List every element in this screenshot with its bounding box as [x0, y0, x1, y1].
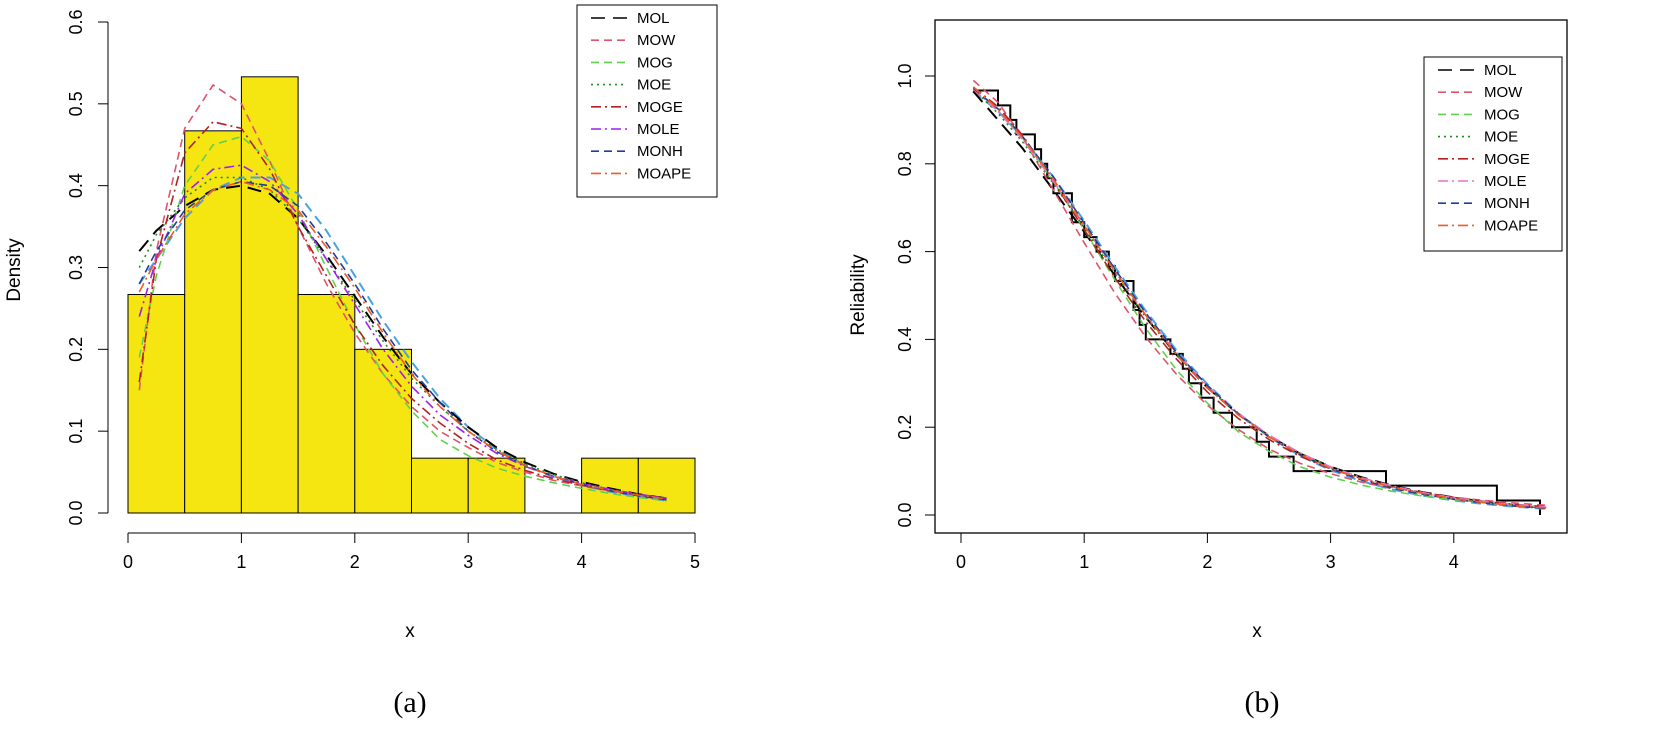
y-tick-label-b-5: 1.0	[895, 63, 915, 88]
x-tick-label-b-3: 3	[1326, 552, 1336, 572]
x-tick-label-a-2: 2	[350, 552, 360, 572]
legend-label-moge: MOGE	[1484, 151, 1530, 168]
legend-label-mol: MOL	[637, 10, 670, 27]
x-tick-label-a-3: 3	[463, 552, 473, 572]
x-tick-label-a-1: 1	[236, 552, 246, 572]
legend-label-moape: MOAPE	[637, 165, 691, 182]
histogram-bar-1	[184, 130, 242, 514]
legend-label-moape: MOAPE	[1484, 217, 1538, 234]
ylabel-a: Density	[4, 238, 25, 302]
x-tick-label-b-1: 1	[1079, 552, 1089, 572]
y-tick-label-b-3: 0.6	[895, 239, 915, 264]
y-tick-label-a-0: 0.0	[66, 500, 86, 525]
panel-a-density-histogram: Density x (a) 0 1 2 3 4 5 0.0 0.1 0.2 0.3 0.4 0.5 0.…	[4, 4, 718, 719]
histogram-bar-9	[637, 457, 696, 514]
x-tick-label-a-4: 4	[577, 552, 587, 572]
legend-label-mog: MOG	[637, 54, 673, 71]
legend-label-moe: MOE	[1484, 129, 1518, 146]
y-tick-label-b-2: 0.4	[895, 327, 915, 352]
density-curve-moape	[138, 180, 667, 500]
legend-label-mole: MOLE	[1484, 173, 1527, 190]
legend-box	[576, 4, 718, 198]
xlabel-b: x	[1252, 621, 1262, 642]
legend-label-moge: MOGE	[637, 99, 683, 116]
legend-label-mole: MOLE	[637, 121, 680, 138]
histogram-bar-5	[411, 457, 469, 514]
density-curve-moge	[138, 120, 667, 500]
reliability-curve-monh	[972, 87, 1547, 510]
histogram-bar-0	[127, 294, 186, 514]
y-tick-label-b-1: 0.2	[895, 415, 915, 440]
density-curve-mol	[138, 184, 667, 500]
ylabel-b: Reliability	[848, 254, 869, 336]
x-tick-label-b-4: 4	[1449, 552, 1459, 572]
density-curve-mow	[138, 83, 667, 500]
x-tick-label-b-0: 0	[956, 552, 966, 572]
y-tick-label-a-3: 0.3	[66, 255, 86, 280]
xlabel-a: x	[405, 621, 415, 642]
empirical-step-curve	[973, 89, 1541, 515]
y-tick-label-a-6: 0.6	[66, 9, 86, 34]
histogram-bar-2	[240, 76, 299, 514]
legend-label-mol: MOL	[1484, 62, 1517, 79]
panel-b-reliability: Reliability x (b) 0 1 2 3 4 0.0 0.2 0.4 0.6 0.8 1.…	[848, 19, 1568, 719]
y-tick-label-a-2: 0.2	[66, 337, 86, 362]
x-tick-label-a-5: 5	[690, 552, 700, 572]
legend-box	[1423, 56, 1563, 252]
caption-b: (b)	[1245, 686, 1280, 719]
histogram-bar-3	[297, 294, 356, 514]
x-tick-label-b-2: 2	[1202, 552, 1212, 572]
legend-label-mow: MOW	[637, 32, 676, 49]
legend-label-monh: MONH	[637, 143, 683, 160]
density-curve-mog	[138, 135, 667, 502]
caption-a: (a)	[393, 686, 426, 719]
x-tick-label-a-0: 0	[123, 552, 133, 572]
legend-label-monh: MONH	[1484, 195, 1530, 212]
legend-label-mow: MOW	[1484, 84, 1523, 101]
y-tick-label-a-4: 0.4	[66, 173, 86, 198]
y-tick-label-b-0: 0.0	[895, 502, 915, 527]
y-tick-label-a-5: 0.5	[66, 91, 86, 116]
reliability-curve-mole	[972, 88, 1547, 508]
reliability-curve-moape	[972, 86, 1547, 509]
histogram-bar-4	[354, 348, 412, 514]
y-tick-label-a-1: 0.1	[66, 419, 86, 444]
legend-label-moe: MOE	[637, 77, 671, 94]
histogram-bar-6	[467, 457, 526, 514]
y-tick-label-b-4: 0.8	[895, 151, 915, 176]
density-curve-moe	[138, 176, 667, 500]
legend-label-mog: MOG	[1484, 106, 1520, 123]
